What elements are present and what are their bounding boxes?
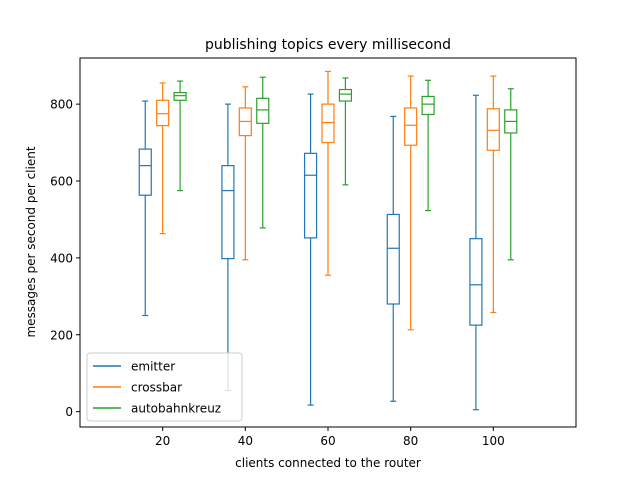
- box-iqr: [404, 107, 418, 146]
- box-iqr: [338, 88, 353, 102]
- box-iqr: [256, 97, 270, 124]
- legend-label-crossbar: crossbar: [131, 381, 182, 395]
- box-emitter-60: [303, 93, 318, 406]
- box-iqr: [421, 95, 435, 116]
- legend-box: [86, 352, 243, 422]
- box-crossbar-40: [238, 86, 252, 261]
- box-autobahnkreuz-100: [504, 88, 518, 261]
- plot-frame: [79, 57, 577, 428]
- box-emitter-20: [138, 100, 152, 317]
- box-iqr: [469, 238, 483, 326]
- y-axis-label: messages per second per client: [24, 146, 38, 337]
- x-tick-label: 40: [238, 434, 253, 448]
- x-tick-label: 20: [155, 434, 170, 448]
- y-tick-label: 200: [50, 328, 73, 342]
- x-axis-label: clients connected to the router: [235, 456, 421, 470]
- box-iqr: [486, 108, 500, 151]
- x-tick-label: 80: [403, 434, 418, 448]
- plot-area: 0 200 400 600 800 20 40 60 80 100: [50, 70, 518, 448]
- box-iqr: [173, 91, 187, 101]
- box-crossbar-60: [321, 70, 335, 276]
- box-iqr: [386, 213, 400, 305]
- box-emitter-80: [386, 115, 400, 402]
- chart-title: publishing topics every millisecond: [205, 37, 451, 53]
- x-tick-label: 60: [320, 434, 335, 448]
- box-autobahnkreuz-60: [338, 77, 353, 186]
- y-tick-label: 600: [50, 175, 73, 189]
- y-tick-label: 0: [65, 405, 73, 419]
- box-autobahnkreuz-80: [421, 79, 435, 212]
- x-tick-label: 100: [482, 434, 505, 448]
- box-iqr: [321, 103, 335, 144]
- box-emitter-100: [469, 94, 483, 411]
- box-crossbar-100: [486, 75, 500, 314]
- box-crossbar-20: [156, 82, 170, 235]
- box-iqr: [221, 165, 235, 260]
- legend: emitter crossbar autobahnkreuz: [86, 352, 243, 422]
- box-autobahnkreuz-40: [256, 76, 270, 229]
- legend-label-emitter: emitter: [131, 360, 175, 374]
- box-iqr: [156, 99, 170, 127]
- y-tick-label: 800: [50, 98, 73, 112]
- box-autobahnkreuz-20: [173, 80, 187, 192]
- legend-label-autobahnkreuz: autobahnkreuz: [131, 402, 221, 416]
- box-iqr: [138, 148, 152, 196]
- box-iqr: [303, 152, 318, 239]
- box-crossbar-80: [404, 75, 418, 331]
- y-tick-label: 400: [50, 251, 73, 265]
